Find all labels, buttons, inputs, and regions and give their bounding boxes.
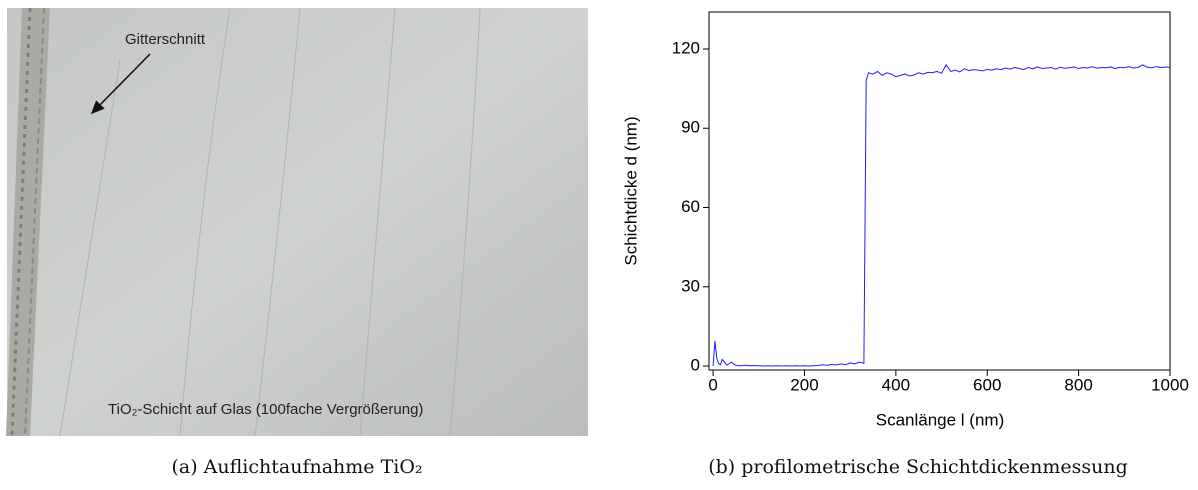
y-tick-label: 120 [672,38,700,57]
annotation: Gitterschnitt [125,31,206,48]
x-tick-label: 800 [1064,375,1092,394]
photo: Gitterschnitt TiO₂-Schicht auf Glas (100… [6,7,588,437]
scratch [6,8,50,436]
y-tick-label: 0 [691,356,700,375]
arrow [90,53,151,115]
y-tick-label: 30 [681,276,700,295]
plot-frame [708,11,1171,371]
photo-lines [59,7,481,437]
x-tick-label: 1000 [1151,375,1189,394]
y-tick-label: 90 [681,118,700,137]
x-axis-label: Scanlänge l (nm) [876,410,1005,429]
x-tick-label: 200 [790,375,818,394]
x-tick-label: 400 [882,375,910,394]
chart: Scanlänge l (nm) Schichtdicke d (nm) 0 20… [621,11,1189,429]
photo-background [7,8,588,436]
x-tick-label: 600 [973,375,1001,394]
caption: (a) Auflichtaufnahme TiO₂ [171,456,422,478]
x-tick-label: 0 [708,375,717,394]
y-tick-label: 60 [681,197,700,216]
y-axis-label: Schichtdicke d (nm) [621,116,640,265]
data-line [712,63,1171,367]
photo-label: TiO₂-Schicht auf Glas (100fache Vergröße… [108,401,423,418]
scratch-edge [24,7,45,437]
caption: (b) profilometrische Schichtdickenmessun… [708,456,1128,478]
